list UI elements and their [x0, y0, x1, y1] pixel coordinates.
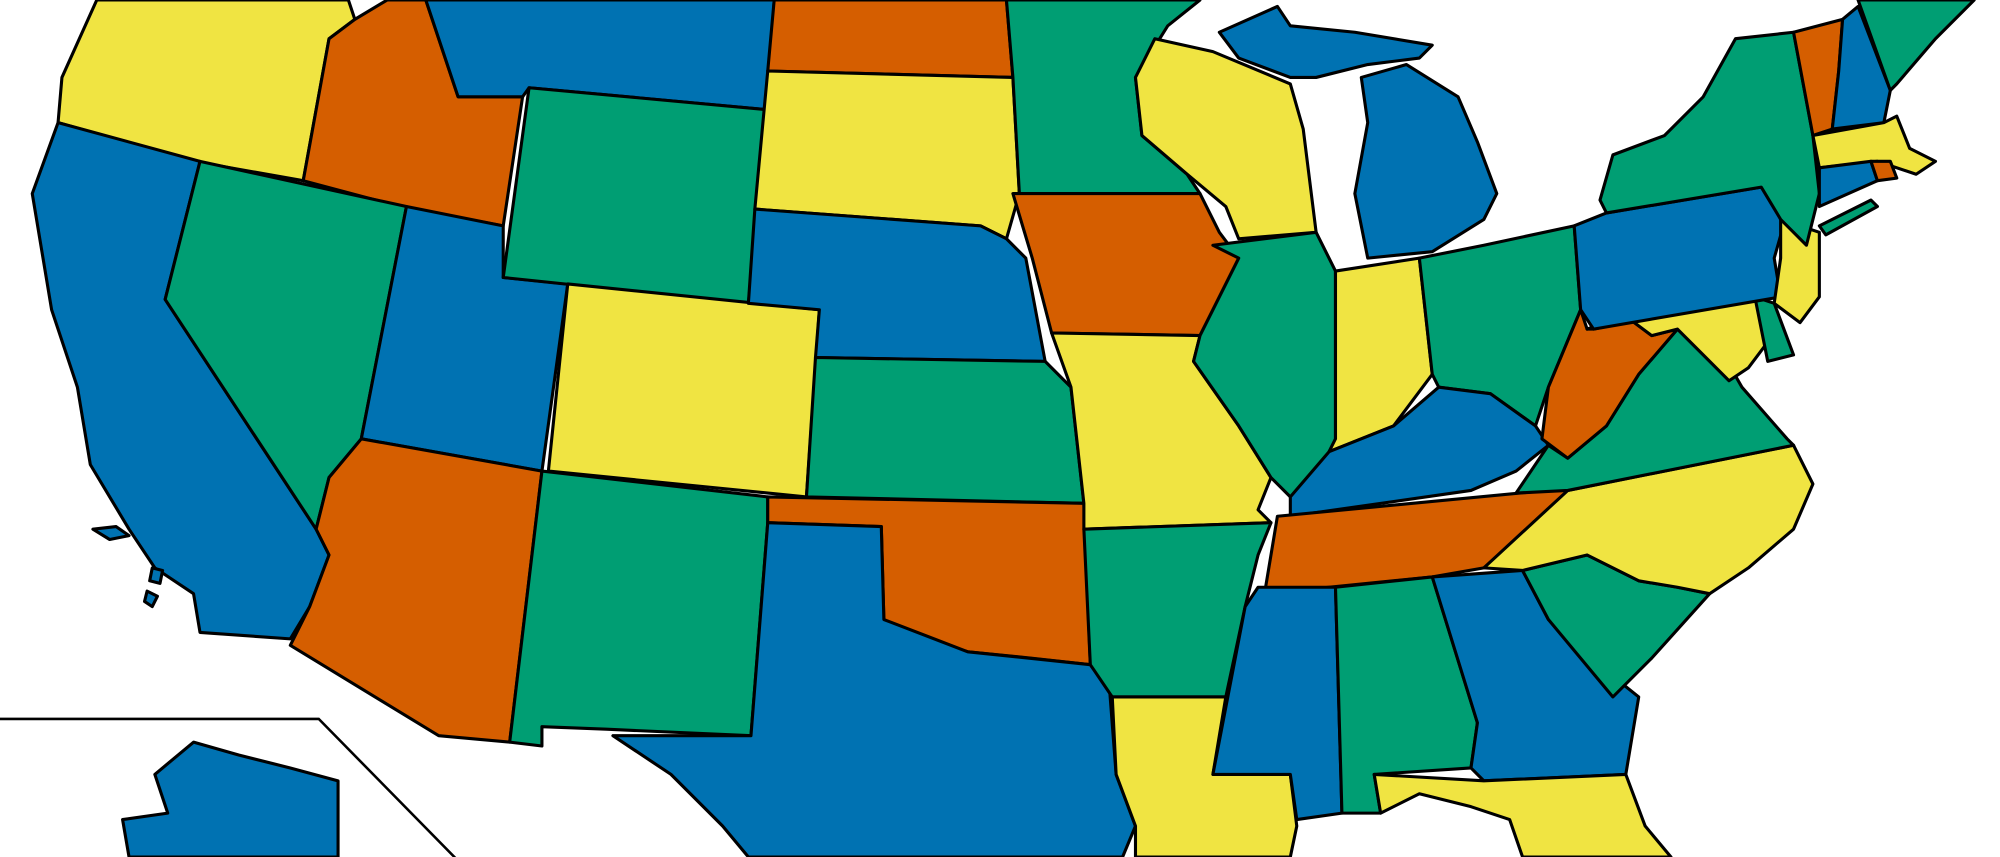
states-layer [30, 0, 1976, 857]
state-wyoming [501, 86, 770, 305]
state-rhode-island [1869, 159, 1899, 183]
state-hawaii-3 [142, 589, 159, 609]
state-michigan-lower [1353, 62, 1499, 260]
state-michigan-upper [1217, 4, 1434, 79]
state-arizona [288, 437, 544, 744]
state-wisconsin [1133, 37, 1318, 241]
state-north-dakota [766, 0, 1015, 79]
state-kansas [804, 355, 1086, 505]
state-colorado [546, 282, 821, 499]
state-new-jersey [1772, 217, 1821, 325]
state-kentucky [1288, 385, 1550, 518]
state-iowa [1011, 192, 1241, 338]
state-ohio [1417, 224, 1583, 428]
state-hawaii-1 [91, 525, 131, 542]
state-hawaii-2 [148, 566, 165, 585]
state-long-island [1817, 198, 1879, 237]
state-maine [1856, 0, 1976, 92]
state-florida [1372, 772, 1673, 857]
state-alaska [121, 740, 340, 857]
alaska-inset-border [0, 717, 457, 857]
state-delaware [1753, 295, 1796, 363]
state-new-mexico [508, 469, 770, 748]
